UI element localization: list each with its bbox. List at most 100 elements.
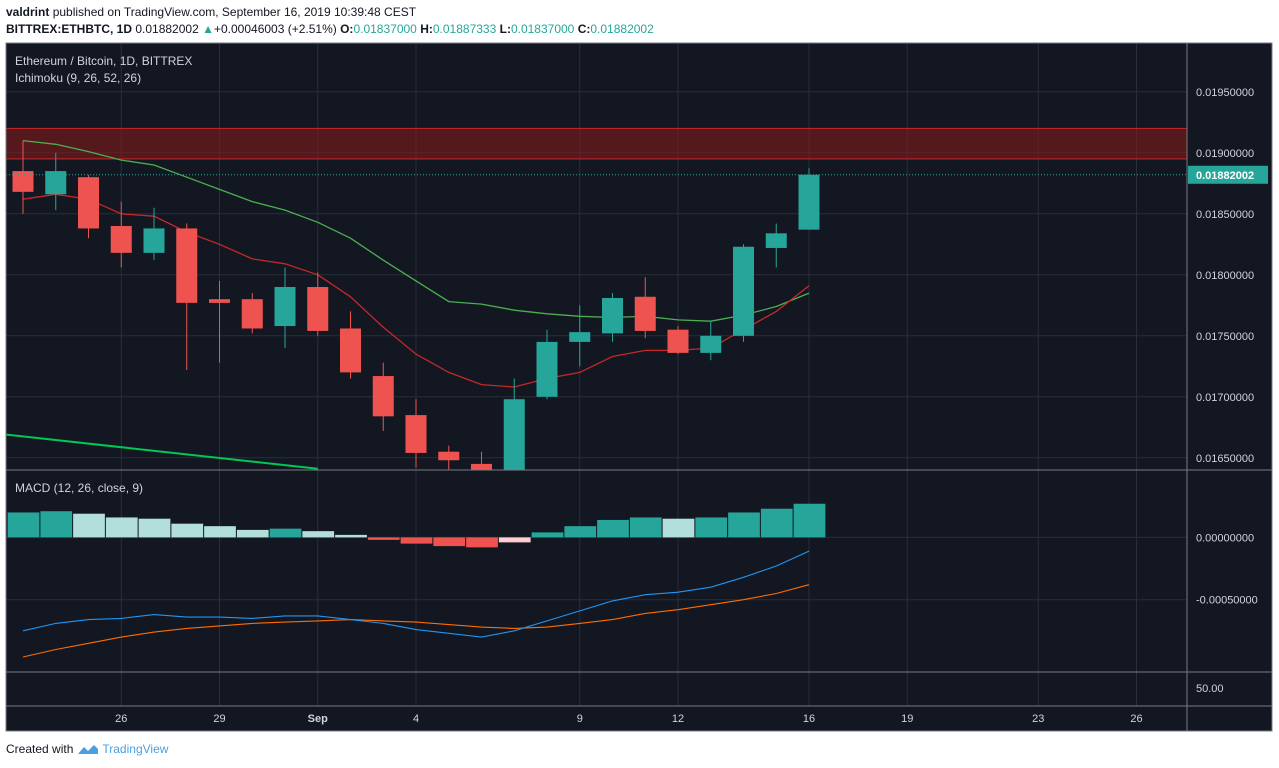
macd-histogram-bar[interactable]	[40, 511, 73, 538]
candle-up[interactable]	[536, 341, 558, 397]
macd-histogram-bar[interactable]	[760, 508, 793, 538]
close-value: 0.01882002	[590, 22, 654, 36]
candle-up[interactable]	[143, 228, 165, 253]
macd-histogram-bar[interactable]	[433, 537, 466, 547]
macd-histogram-bar[interactable]	[662, 518, 695, 538]
tradingview-brand[interactable]: TradingView	[102, 742, 169, 756]
open-label: O:	[340, 22, 354, 36]
candle-down[interactable]	[110, 226, 132, 253]
macd-histogram-bar[interactable]	[564, 526, 597, 538]
last-price-tag	[1188, 165, 1268, 184]
macd-histogram-bar[interactable]	[793, 503, 826, 538]
price-tick-label: 0.01900000	[1196, 148, 1254, 160]
price-tick-label: 0.01850000	[1196, 209, 1254, 221]
price-tick-label: 0.01700000	[1196, 392, 1254, 404]
macd-histogram-bar[interactable]	[695, 517, 728, 538]
candle-down[interactable]	[209, 299, 230, 303]
high-label: H:	[420, 22, 433, 36]
time-tick-label: 4	[413, 713, 419, 725]
candle-down[interactable]	[176, 228, 198, 303]
candle-down[interactable]	[471, 463, 492, 470]
ohlc-header: BITTREX:ETHBTC, 1D 0.01882002 ▲+0.000460…	[6, 22, 654, 36]
price-tick-label: 0.01950000	[1196, 87, 1254, 99]
candle-down[interactable]	[78, 177, 99, 229]
macd-histogram-bar[interactable]	[204, 526, 236, 538]
macd-histogram-bar[interactable]	[236, 529, 269, 538]
price-change: +0.00046003 (+2.51%)	[213, 22, 337, 36]
macd-line	[22, 550, 810, 638]
macd-histogram-bar[interactable]	[335, 534, 367, 538]
price-tick-label: 0.01800000	[1196, 270, 1254, 282]
footer: Created with TradingView	[6, 742, 168, 756]
macd-pane[interactable]	[7, 503, 826, 658]
candle-up[interactable]	[503, 399, 525, 470]
macd-histogram-bar[interactable]	[171, 523, 204, 538]
macd-histogram-bar[interactable]	[138, 518, 171, 538]
time-tick-label: 12	[672, 713, 684, 725]
candle-down[interactable]	[241, 299, 263, 329]
time-tick-label: 23	[1032, 713, 1044, 725]
candle-down[interactable]	[340, 328, 361, 373]
candle-up[interactable]	[602, 297, 623, 334]
macd-histogram-bar[interactable]	[728, 512, 760, 538]
resistance-zone	[5, 127, 1188, 160]
last-price: 0.01882002	[135, 22, 199, 36]
candle-up[interactable]	[274, 287, 296, 327]
macd-histogram-bar[interactable]	[7, 512, 40, 538]
price-tick-label: 0.01650000	[1196, 453, 1254, 465]
macd-histogram-bar[interactable]	[629, 517, 662, 538]
ichimoku-base-line	[22, 139, 810, 322]
publish-info: valdrint published on TradingView.com, S…	[6, 5, 416, 19]
macd-tick-label: 0.00000000	[1196, 532, 1254, 544]
candle-up[interactable]	[45, 171, 67, 195]
ichimoku-lagging-span	[6, 433, 318, 470]
candle-up[interactable]	[733, 246, 754, 336]
candle-down[interactable]	[667, 329, 689, 353]
macd-histogram-bar[interactable]	[105, 517, 138, 538]
candle-up[interactable]	[798, 174, 820, 230]
macd-histogram-bar[interactable]	[302, 531, 335, 538]
last-price-marker: 0.01882002	[1188, 165, 1268, 184]
price-tick-label: 0.01750000	[1196, 331, 1254, 343]
candle-down[interactable]	[438, 451, 460, 461]
time-tick-label: 26	[1130, 713, 1142, 725]
time-tick-label: 29	[213, 713, 225, 725]
macd-histogram-bar[interactable]	[597, 519, 629, 538]
macd-histogram-bar[interactable]	[531, 532, 564, 538]
candle-up[interactable]	[569, 332, 591, 342]
time-tick-label: 16	[803, 713, 815, 725]
close-label: C:	[577, 22, 591, 36]
candle-down[interactable]	[307, 287, 329, 331]
lower-pane-tick-label: 50.00	[1196, 683, 1224, 695]
macd-histogram-bar[interactable]	[466, 537, 498, 548]
time-tick-label: 19	[901, 713, 913, 725]
macd-signal-line	[22, 584, 810, 658]
time-tick-label: Sep	[308, 713, 328, 725]
candle-down[interactable]	[12, 171, 34, 192]
pane-title: Ethereum / Bitcoin, 1D, BITTREX	[15, 54, 192, 68]
price-pane[interactable]	[6, 139, 1187, 485]
published-text: published on TradingView.com, September …	[52, 5, 417, 19]
open-value: 0.01837000	[353, 22, 417, 36]
tradingview-logo-icon	[78, 745, 99, 754]
chart-axes: 0.01650000 0.01700000 0.01750000 0.01800000…	[5, 42, 1273, 732]
author-name[interactable]: valdrint	[6, 5, 50, 19]
macd-histogram-bar[interactable]	[367, 537, 400, 540]
macd-histogram-bar[interactable]	[498, 537, 531, 543]
candle-down[interactable]	[372, 376, 394, 417]
macd-histogram-bar[interactable]	[73, 513, 105, 538]
macd-histogram-bar[interactable]	[400, 537, 433, 544]
low-label: L:	[499, 22, 511, 36]
macd-tick-label: -0.00050000	[1196, 595, 1258, 607]
candle-down[interactable]	[634, 296, 656, 331]
macd-legend: MACD (12, 26, close, 9)	[15, 481, 143, 495]
ichimoku-legend: Ichimoku (9, 26, 52, 26)	[15, 71, 141, 85]
candle-down[interactable]	[405, 415, 427, 453]
candle-up[interactable]	[765, 233, 787, 248]
created-with-text: Created with	[6, 742, 74, 756]
candle-up[interactable]	[700, 335, 722, 353]
change-up-arrow-icon: ▲	[202, 22, 214, 36]
high-value: 0.01887333	[432, 22, 497, 36]
macd-histogram-bar[interactable]	[269, 528, 302, 538]
